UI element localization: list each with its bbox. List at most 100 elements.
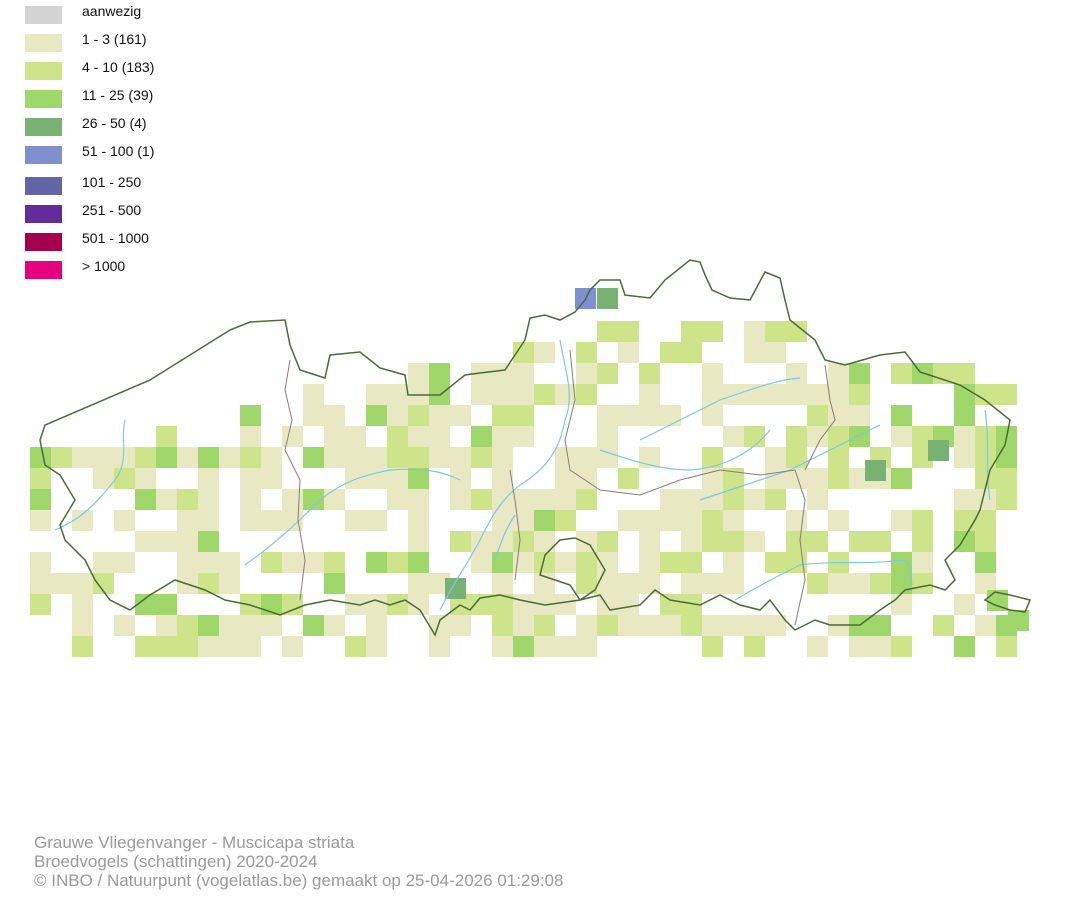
grid-cell [156, 489, 177, 510]
grid-cell [702, 615, 723, 636]
grid-cell [240, 447, 261, 468]
grid-cell [555, 552, 576, 573]
grid-cell [828, 426, 849, 447]
river-dender [494, 514, 516, 561]
grid-cell [282, 636, 303, 657]
grid-cell [303, 405, 324, 426]
grid-cell [240, 405, 261, 426]
grid-cell [366, 405, 387, 426]
rivers [54, 339, 991, 611]
grid-cell [534, 531, 555, 552]
grid-cell [807, 573, 828, 594]
grid-cell [723, 615, 744, 636]
grid-cell [765, 489, 786, 510]
grid-cell [219, 636, 240, 657]
grid-cell [576, 384, 597, 405]
grid-cell [492, 363, 513, 384]
grid-cell [618, 468, 639, 489]
grid-cell [156, 594, 177, 615]
grid-cell [765, 447, 786, 468]
grid-cell [345, 636, 366, 657]
grid-cell [765, 342, 786, 363]
grid-cell [702, 489, 723, 510]
grid-cell [492, 552, 513, 573]
grid-cell [156, 531, 177, 552]
grid-cell [492, 531, 513, 552]
river-ijzer [54, 419, 126, 531]
grid-cell [72, 594, 93, 615]
grid-cell [429, 447, 450, 468]
grid-cell [660, 552, 681, 573]
grid-cell [723, 531, 744, 552]
grid-cell [765, 552, 786, 573]
grid-cell [597, 552, 618, 573]
grid-cell [303, 615, 324, 636]
grid-cell [177, 636, 198, 657]
grid-cell [72, 447, 93, 468]
grid-cell [681, 342, 702, 363]
grid-cell [744, 636, 765, 657]
grid-cell [555, 594, 576, 615]
grid-cell [513, 384, 534, 405]
river-demer [699, 424, 881, 501]
province-border-east [564, 349, 806, 626]
grid-cell [471, 552, 492, 573]
grid-cell [198, 636, 219, 657]
grid-cell [828, 405, 849, 426]
grid-cell [954, 489, 975, 510]
province-border-west [284, 359, 306, 601]
grid-cell [933, 363, 954, 384]
grid-cell [177, 615, 198, 636]
grid-cell [912, 426, 933, 447]
grid-cell [345, 468, 366, 489]
grid-cell [30, 510, 51, 531]
grid-cell [219, 552, 240, 573]
grid-cell [282, 594, 303, 615]
grid-cell [198, 510, 219, 531]
grid-cell [261, 510, 282, 531]
grid-cell [597, 405, 618, 426]
grid-cell [849, 468, 870, 489]
grid-cell [450, 447, 471, 468]
grid-cell [975, 573, 996, 594]
grid-cell [282, 552, 303, 573]
grid-cell [597, 426, 618, 447]
legend-swatch [25, 6, 62, 24]
grid-cell [450, 405, 471, 426]
grid-cell [639, 552, 660, 573]
grid-cell [135, 468, 156, 489]
grid-cell [387, 447, 408, 468]
grid-cell [492, 615, 513, 636]
grid-cell [366, 594, 387, 615]
grid-cell [198, 468, 219, 489]
grid-cell [618, 615, 639, 636]
grid-cell [996, 489, 1017, 510]
grid-cell [828, 447, 849, 468]
grid-cell [408, 468, 429, 489]
grid-cell [870, 573, 891, 594]
dataset-subtitle: Broedvogels (schattingen) 2020-2024 [34, 852, 318, 871]
grid-cell [891, 405, 912, 426]
grid-cell [928, 440, 949, 461]
grid-cell [618, 594, 639, 615]
grid-cell [912, 573, 933, 594]
grid-cell [72, 636, 93, 657]
grid-cell [576, 489, 597, 510]
grid-cell [618, 342, 639, 363]
grid-cell [576, 531, 597, 552]
grid-cell [366, 615, 387, 636]
grid-cell [891, 573, 912, 594]
grid-cell [702, 405, 723, 426]
grid-cell [471, 384, 492, 405]
grid-cell [450, 489, 471, 510]
grid-cell [429, 426, 450, 447]
grid-cell [135, 489, 156, 510]
grid-cell [849, 531, 870, 552]
grid-cell [555, 468, 576, 489]
grid-cell [660, 342, 681, 363]
grid-cell [555, 510, 576, 531]
grid-cell [765, 468, 786, 489]
legend-label: 101 - 250 [82, 174, 142, 190]
legend-label: 11 - 25 (39) [82, 87, 154, 103]
grid-cell [366, 636, 387, 657]
